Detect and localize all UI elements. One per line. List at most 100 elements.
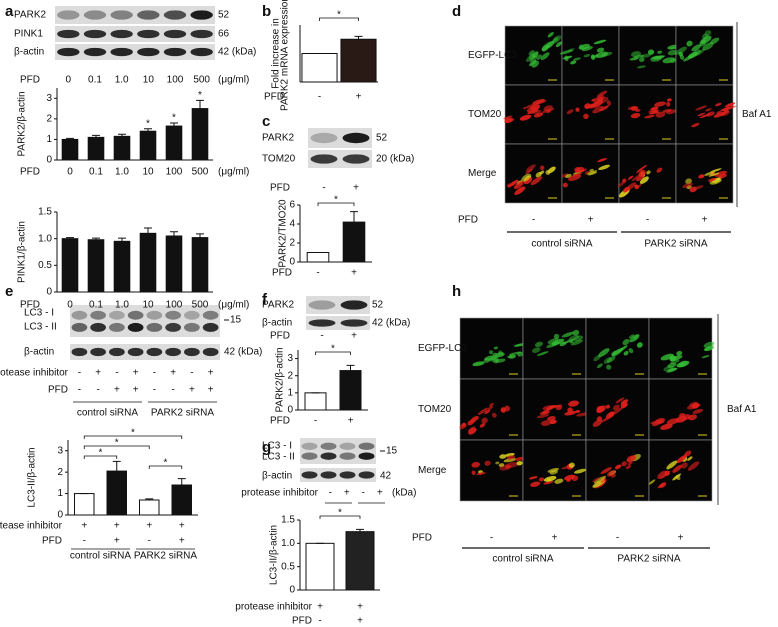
y-tick-label: 6 (289, 200, 295, 211)
cell-signal (597, 96, 609, 105)
cell-signal (657, 50, 663, 54)
y-axis-label: Fold increase in (271, 18, 282, 89)
significance-star: * (334, 195, 338, 206)
cell-signal (611, 407, 623, 415)
cell-signal (545, 170, 551, 175)
micrograph (459, 317, 524, 380)
y-tick-label: 0 (46, 155, 52, 166)
row-item: 500 (193, 75, 210, 86)
row-item: - (83, 536, 86, 547)
cell-signal (516, 461, 523, 466)
bar (339, 370, 362, 411)
cell-signal (692, 408, 704, 414)
blot-band (57, 47, 80, 57)
row-label: PFD (458, 215, 478, 226)
micrograph (585, 439, 650, 502)
row-item: + (348, 416, 354, 427)
cell-signal (538, 477, 545, 482)
cell-signal (530, 481, 541, 487)
row-label: PFD (20, 300, 40, 311)
cell-signal (575, 107, 580, 112)
row-label: PFD (20, 75, 40, 86)
row-item: 1.0 (115, 75, 129, 86)
cell-signal (676, 350, 683, 356)
cell-signal (498, 350, 503, 355)
bar (139, 130, 157, 161)
error-bar (118, 133, 126, 137)
cell-signal (535, 100, 547, 105)
row-item: - (616, 533, 619, 544)
cell-signal (675, 416, 687, 423)
cell-signal (546, 416, 556, 421)
row-item: + (114, 385, 120, 396)
cell-signal (549, 419, 557, 425)
cell-signal (575, 410, 581, 414)
bar (87, 239, 105, 293)
cell-signal (573, 468, 587, 474)
cell-signal (567, 407, 573, 413)
row-item: + (133, 368, 139, 379)
blot-band (184, 347, 200, 357)
cell-signal (536, 54, 542, 60)
significance-bracket (148, 465, 183, 469)
cell-signal (572, 329, 580, 336)
cell-signal (662, 57, 676, 64)
bar (171, 484, 192, 516)
micrograph (504, 84, 563, 145)
cell-signal (471, 461, 481, 468)
blot-band (83, 29, 107, 39)
row-item: - (78, 385, 81, 396)
blot-band (308, 300, 336, 310)
cell-signal (705, 108, 712, 112)
blot-band (109, 322, 125, 332)
cell-signal (543, 480, 554, 485)
cell-signal (553, 37, 559, 42)
cell-signal (529, 55, 538, 63)
cell-signal (628, 348, 634, 354)
blot-band (301, 471, 318, 479)
size-label: 42 (kDa) (224, 347, 262, 358)
cell-signal (578, 168, 587, 173)
cell-signal (692, 49, 701, 57)
size-label: 20 (kDa) (376, 154, 414, 165)
y-tick-label: 1.5 (38, 207, 52, 218)
y-tick-label: 1 (57, 488, 63, 499)
row-item: + (678, 533, 684, 544)
micrograph (585, 317, 650, 380)
cell-signal (691, 44, 702, 52)
y-tick-label: 3 (287, 353, 293, 364)
y-tick-label: 0 (287, 405, 293, 416)
cell-signal (471, 470, 476, 475)
row-item: - (329, 488, 332, 499)
significance-bracket (319, 515, 361, 519)
cell-signal (640, 53, 652, 58)
cell-signal (702, 42, 714, 51)
row-label: protease inhibitor (241, 488, 318, 499)
cell-signal (687, 456, 693, 461)
size-label: 42 (kDa) (218, 47, 256, 58)
cell-signal (484, 409, 491, 414)
y-axis-label: PARK2/TMO20 (278, 199, 289, 268)
cell-signal (670, 359, 680, 364)
row-item: - (148, 536, 151, 547)
row-item: - (318, 92, 321, 103)
significance-star: * (146, 118, 150, 129)
cell-signal (562, 182, 568, 188)
blot-band (146, 347, 163, 357)
cell-signal (655, 111, 666, 118)
cell-signal (547, 338, 559, 345)
significance-bracket (317, 202, 355, 206)
error-bar (356, 528, 364, 532)
bar (139, 499, 160, 516)
cell-signal (654, 101, 667, 107)
row-item: + (377, 488, 383, 499)
cell-signal (647, 49, 655, 55)
cell-signal (528, 50, 535, 56)
cell-signal (691, 403, 700, 409)
row-item: + (208, 385, 214, 396)
cell-signal (573, 335, 584, 342)
size-label: 15 (230, 315, 242, 326)
blot-strip (300, 468, 376, 482)
cell-signal (701, 355, 710, 359)
blot-band (146, 310, 163, 320)
